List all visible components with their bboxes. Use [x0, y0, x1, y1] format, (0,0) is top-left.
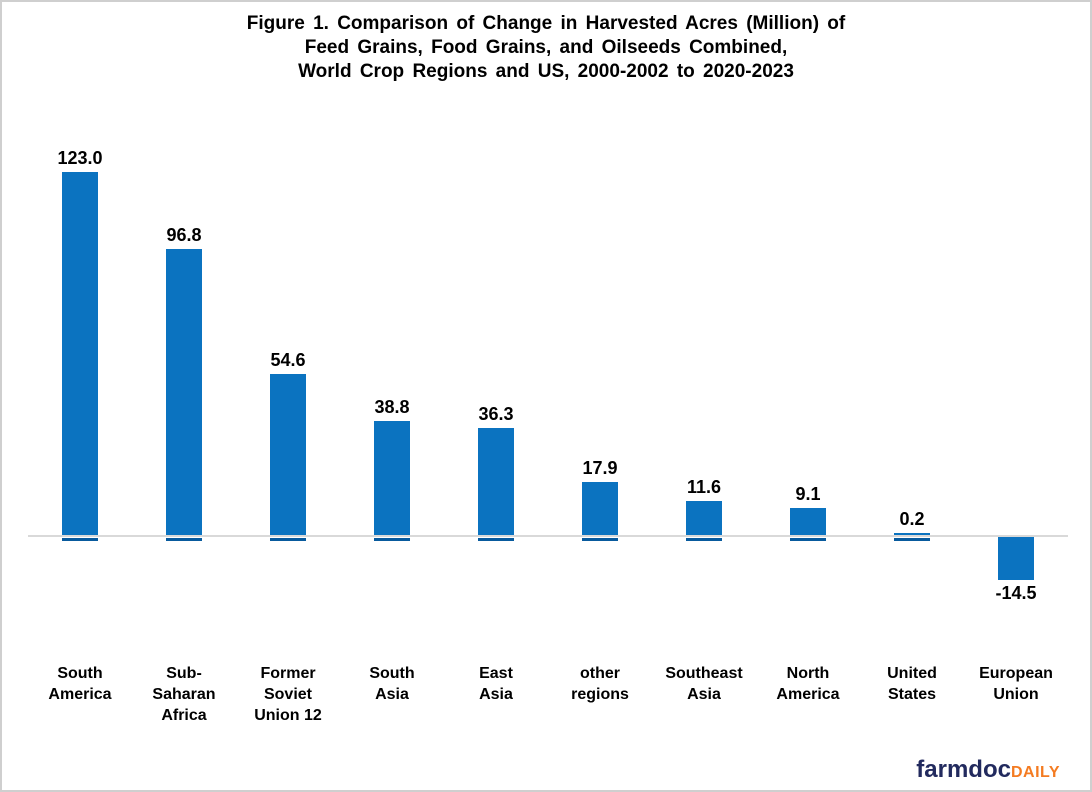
- bar-united-states: [894, 533, 930, 535]
- bar-south-america: [62, 172, 98, 535]
- bar-shadow: [166, 538, 202, 541]
- chart-title: Figure 1. Comparison of Change in Harves…: [2, 12, 1090, 84]
- value-label: 38.8: [374, 396, 410, 417]
- value-label: -14.5: [995, 582, 1037, 603]
- bar-shadow: [582, 538, 618, 541]
- brand-daily-text: DAILY: [1010, 764, 1060, 781]
- bar-sub-saharan-africa: [166, 249, 202, 535]
- category-label: Southeast Asia: [665, 665, 743, 703]
- bar-european-union: [998, 537, 1034, 580]
- category-label: United States: [887, 665, 937, 703]
- category-label: North America: [776, 665, 840, 703]
- bar-south-asia: [374, 420, 410, 535]
- chart-title-line-2: Feed Grains, Food Grains, and Oilseeds C…: [304, 37, 788, 58]
- bar-shadow: [270, 538, 306, 541]
- bar-shadow: [894, 538, 930, 541]
- category-label: other regions: [571, 665, 629, 703]
- bar-shadow: [686, 538, 722, 541]
- value-label: 11.6: [686, 476, 722, 497]
- category-label: Sub- Saharan Africa: [152, 665, 216, 724]
- bar-shadow: [790, 538, 826, 541]
- chart-title-line-3: World Crop Regions and US, 2000-2002 to …: [298, 61, 794, 82]
- bar-east-asia: [478, 427, 514, 535]
- chart-title-line-1: Figure 1. Comparison of Change in Harves…: [246, 13, 846, 34]
- category-label: South America: [48, 665, 112, 703]
- farmdoc-daily-logo: farmdoc DAILY: [916, 756, 1060, 784]
- bar-other-regions: [582, 482, 618, 535]
- bar-southeast-asia: [686, 500, 722, 535]
- value-label: 9.1: [795, 484, 821, 505]
- value-label: 96.8: [166, 225, 202, 246]
- value-label: 54.6: [270, 349, 306, 370]
- brand-farmdoc-text: farmdoc: [916, 756, 1011, 783]
- bar-shadow: [478, 538, 514, 541]
- value-label: 36.3: [478, 403, 514, 424]
- bar-shadow: [374, 538, 410, 541]
- value-label: 0.2: [899, 509, 925, 529]
- value-label: 17.9: [582, 458, 618, 479]
- bar-shadow: [62, 538, 98, 541]
- category-label: European Union: [979, 665, 1053, 703]
- value-label: 123.0: [57, 148, 103, 169]
- x-axis-zero-line: [28, 535, 1068, 537]
- category-label: Former Soviet Union 12: [254, 665, 322, 724]
- bar-north-america: [790, 508, 826, 535]
- category-label: East Asia: [479, 665, 513, 703]
- category-label: South Asia: [369, 665, 415, 703]
- bar-former-soviet-union-12: [270, 373, 306, 535]
